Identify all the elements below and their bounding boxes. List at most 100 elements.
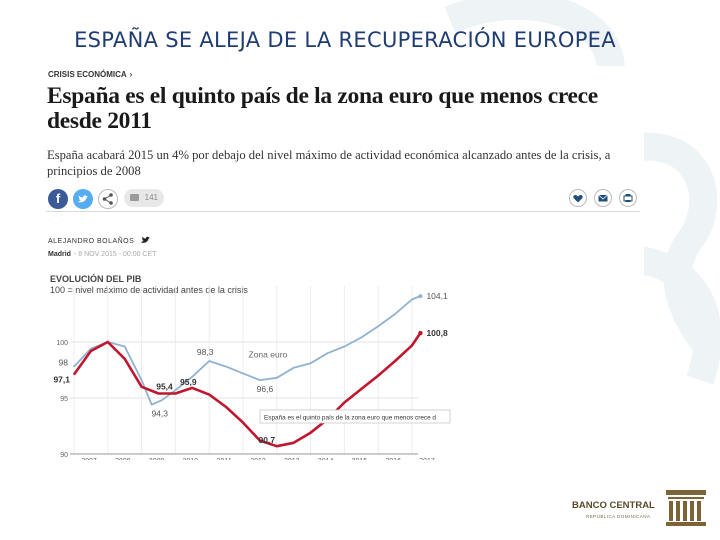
data-point [343, 401, 345, 404]
x-tick-label: 2009 [149, 458, 165, 460]
data-point [242, 372, 244, 374]
x-tick-label: 2015 [352, 458, 368, 460]
data-point [310, 362, 312, 364]
y-tick-label: 100 [56, 340, 68, 347]
data-point [360, 336, 362, 339]
data-point [90, 348, 92, 350]
data-label: 95,4 [156, 382, 173, 392]
data-label: 94,3 [151, 409, 168, 419]
x-tick-label: 2008 [115, 458, 131, 460]
data-label: 98 [59, 358, 69, 368]
logo-name: BANCO CENTRAL [572, 500, 655, 511]
data-point [343, 345, 345, 348]
data-point [360, 388, 362, 390]
mail-icon[interactable] [594, 189, 612, 207]
x-tick-label: 2010 [183, 458, 199, 460]
data-point [276, 377, 278, 379]
twitter-icon[interactable] [140, 236, 151, 244]
data-point [326, 352, 329, 354]
data-label: 90,7 [259, 435, 276, 445]
share-bar: f 141 [46, 187, 640, 212]
data-point [394, 313, 396, 315]
data-point [191, 376, 193, 378]
endpoint-marker-zona-euro [418, 294, 423, 299]
chevron-right-icon: › [129, 70, 133, 79]
banco-central-logo [666, 490, 706, 526]
data-point [259, 439, 261, 442]
share-icon[interactable] [98, 189, 118, 209]
article-date: - 8 NOV 2015 - 00:00 CET [73, 251, 157, 258]
data-point [161, 399, 163, 401]
data-point [174, 389, 176, 391]
data-point [151, 404, 153, 406]
data-point [124, 358, 126, 360]
data-point [157, 392, 160, 395]
author-name[interactable]: ALEJANDRO BOLAÑOS [48, 238, 135, 245]
data-point [377, 375, 379, 377]
data-label: 96,6 [257, 384, 274, 394]
comment-icon [130, 194, 139, 201]
series-line-espana [72, 332, 422, 448]
data-point [394, 360, 396, 362]
data-point [259, 379, 261, 381]
data-point [411, 344, 413, 346]
data-point [293, 442, 295, 444]
data-point [191, 387, 193, 389]
print-icon[interactable] [619, 189, 637, 207]
chart-title: EVOLUCIÓN DEL PIB [50, 274, 142, 284]
data-point [293, 367, 295, 369]
data-point [141, 379, 143, 381]
article-headline: España es el quinto país de la zona euro… [47, 83, 598, 134]
data-point [208, 360, 210, 362]
data-point [225, 366, 227, 368]
x-tick-label: 2013 [284, 458, 300, 460]
data-point [225, 406, 227, 408]
chart-subtitle: 100 = nivel máximo de actividad antes de… [50, 285, 248, 295]
data-point [141, 386, 143, 388]
series-line-zona-euro [73, 295, 421, 406]
article-screenshot: CRISIS ECONÓMICA › España es el quinto pa… [42, 66, 644, 460]
facebook-icon[interactable]: f [48, 189, 68, 209]
data-point [90, 350, 92, 352]
data-point [411, 298, 413, 301]
section-breadcrumb[interactable]: CRISIS ECONÓMICA › [48, 70, 132, 79]
data-point [174, 392, 176, 395]
data-label: 98,3 [197, 347, 214, 357]
data-point [107, 341, 109, 343]
x-tick-label: 2016 [385, 458, 401, 460]
data-point [310, 432, 312, 434]
data-point [377, 325, 379, 327]
tooltip-text: España es el quinto país de la zona euro… [264, 415, 436, 422]
twitter-icon[interactable] [73, 189, 93, 209]
logo-subtitle: REPÚBLICA DOMINICANA [586, 514, 651, 519]
data-label: 95,9 [180, 377, 197, 387]
x-tick-label: 2011 [217, 458, 232, 460]
data-label: 104,1 [426, 291, 448, 301]
x-tick-label: 2012 [250, 458, 266, 460]
comments-count: 141 [144, 193, 158, 202]
comments-button[interactable]: 141 [124, 189, 164, 207]
endpoint-marker-espana [418, 330, 423, 336]
data-label: 97,1 [53, 374, 70, 384]
gdp-line-chart: 90 95 100 2007 2008 2009 2010 2011 2012 2013 2014 2… [53, 286, 451, 460]
x-tick-label: 2014 [318, 458, 334, 460]
y-tick-label: 95 [60, 396, 68, 403]
x-tick-label: 2007 [81, 458, 97, 460]
author-byline[interactable]: ALEJANDRO BOLAÑOS [48, 236, 151, 245]
data-point [73, 373, 75, 376]
x-tick-label: 2017 [419, 458, 435, 460]
slide-title: ESPAÑA SE ALEJA DE LA RECUPERACIÓN EUROP… [74, 28, 616, 52]
tooltip-box [259, 409, 451, 424]
article-dateline: Madrid - 8 NOV 2015 - 00:00 CET [48, 251, 156, 258]
data-label: 100,8 [426, 328, 448, 338]
data-point [208, 394, 210, 396]
data-label: Zona euro [249, 350, 288, 360]
article-subhead: España acabará 2015 un 4% por debajo del… [47, 148, 611, 178]
data-point [73, 366, 75, 368]
y-tick-label: 90 [60, 452, 68, 459]
heart-icon[interactable] [569, 189, 587, 207]
article-location: Madrid [48, 251, 71, 258]
section-label[interactable]: CRISIS ECONÓMICA [48, 70, 127, 79]
data-point [276, 445, 278, 447]
data-point [124, 345, 126, 348]
